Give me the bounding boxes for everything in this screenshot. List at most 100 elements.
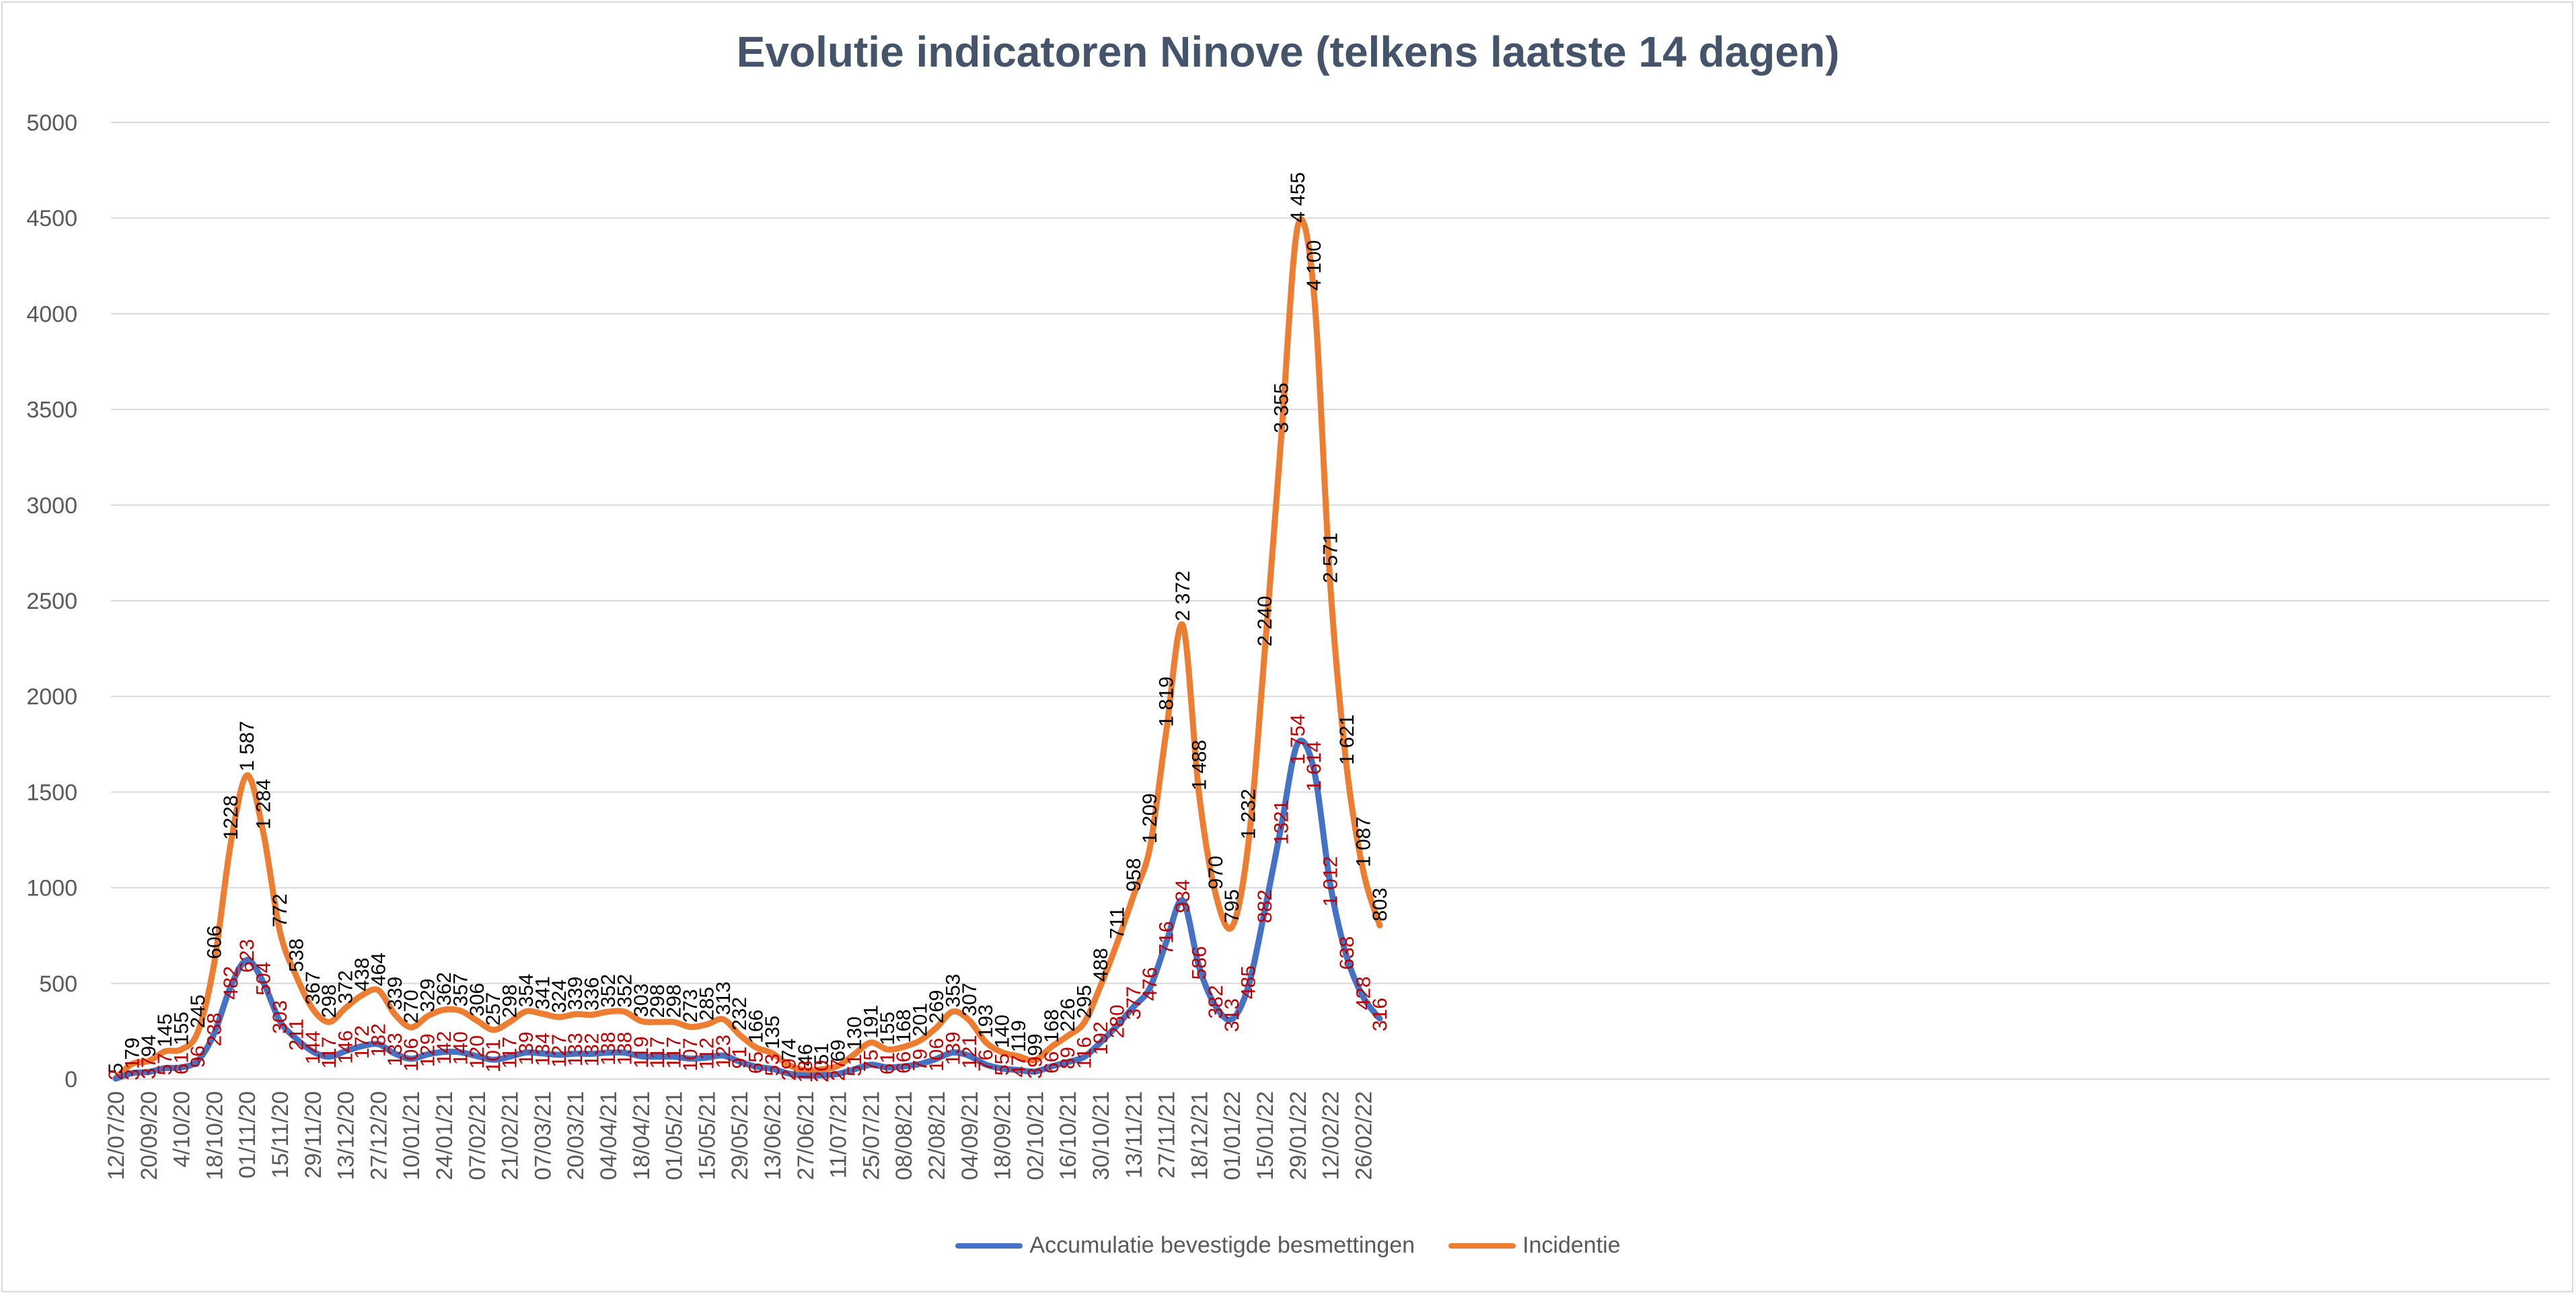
data-label-incidentie: 140 [992,1014,1014,1048]
data-label-incidentie: 1 488 [1188,740,1210,790]
data-label-incidentie: 1 209 [1139,793,1161,844]
data-label-incidentie: 4 455 [1287,172,1309,223]
data-label-incidentie: 1 621 [1336,714,1358,765]
data-label-incidentie: 438 [351,957,373,991]
data-label-accumulatie: 303 [269,1000,291,1034]
x-tick-label: 13/11/21 [1121,1091,1147,1179]
data-label-incidentie: 2 571 [1320,533,1342,583]
y-tick-label: 1500 [26,780,77,805]
data-label-incidentie: 295 [1074,985,1096,1019]
data-label-accumulatie: 18 [795,1060,817,1082]
x-tick-label: 18/04/21 [629,1091,655,1180]
data-label-accumulatie: 485 [1238,965,1260,999]
data-label-incidentie: 99 [1024,1033,1046,1056]
x-tick-label: 01/11/20 [235,1091,260,1179]
gridlines [111,122,2550,1080]
data-label-accumulatie: 120 [466,1035,488,1069]
legend-item-accumulatie[interactable]: Accumulatie bevestigde besmettingen [955,1232,1415,1259]
x-tick-label: 12/02/22 [1319,1091,1344,1180]
data-label-accumulatie: 106 [400,1038,422,1072]
data-label-accumulatie: 107 [679,1038,702,1072]
x-tick-label: 13/12/20 [334,1091,359,1180]
data-label-incidentie: 119 [1008,1020,1030,1052]
data-label-accumulatie: 382 [1205,985,1227,1019]
data-label-incidentie: 1 232 [1238,789,1260,840]
data-label-accumulatie: 142 [433,1031,455,1065]
data-label-accumulatie: 2 [105,1069,127,1080]
data-label-incidentie: 795 [1221,889,1243,923]
data-label-incidentie: 270 [400,990,422,1023]
data-label-incidentie: 1 819 [1156,677,1178,727]
data-label-accumulatie: 144 [302,1031,324,1064]
x-tick-label: 11/07/21 [826,1091,852,1179]
data-label-incidentie: 168 [893,1009,915,1043]
data-label-accumulatie: 96 [187,1045,209,1068]
data-label-accumulatie: 121 [959,1035,981,1069]
data-label-accumulatie: 20 [811,1060,833,1082]
data-label-accumulatie: 117 [663,1037,686,1069]
data-label-incidentie: 69 [827,1039,850,1062]
data-label-incidentie: 970 [1205,856,1227,889]
data-label-incidentie: 226 [1057,998,1079,1032]
data-label-accumulatie: 139 [942,1031,964,1065]
data-label-accumulatie: 1 754 [1287,714,1309,765]
data-label-accumulatie: 29 [778,1058,800,1080]
data-label-accumulatie: 79 [910,1049,932,1071]
legend-item-incidentie[interactable]: Incidentie [1448,1232,1621,1259]
x-tick-label: 4/10/20 [170,1091,195,1167]
data-label-incidentie: 313 [712,982,735,1015]
data-label-accumulatie: 117 [318,1037,340,1069]
data-label-incidentie: 958 [1123,858,1145,891]
x-tick-label: 15/05/21 [694,1091,720,1180]
x-tick-label: 24/01/21 [432,1091,457,1180]
data-label-accumulatie: 61 [171,1052,193,1074]
legend-swatch-incidentie [1448,1243,1516,1249]
y-tick-label: 5000 [26,110,77,136]
data-label-incidentie: 341 [531,976,554,1010]
x-tick-label: 18/12/21 [1187,1091,1212,1180]
data-label-incidentie: 166 [745,1010,768,1043]
data-label-incidentie: 257 [482,992,505,1026]
data-label-incidentie: 269 [926,990,948,1023]
x-tick-label: 21/02/21 [498,1091,523,1180]
data-label-incidentie: 1228 [220,795,242,840]
data-label-accumulatie: 138 [597,1032,620,1066]
x-tick-label: 30/10/21 [1089,1091,1114,1180]
data-label-accumulatie: 89 [1057,1047,1079,1069]
x-tick-label: 27/11/21 [1154,1091,1180,1179]
data-label-accumulatie: 123 [712,1035,735,1068]
data-label-incidentie: 298 [318,984,340,1018]
data-label-accumulatie: 482 [220,966,242,1000]
x-tick-label: 27/12/20 [366,1091,392,1180]
data-label-incidentie: 324 [548,979,571,1013]
data-label-incidentie: 155 [877,1012,899,1045]
data-label-accumulatie: 47 [1008,1055,1030,1077]
x-tick-label: 18/10/20 [202,1091,227,1180]
data-label-incidentie: 307 [959,983,981,1016]
data-label-accumulatie: 55 [992,1053,1014,1076]
data-label-accumulatie: 934 [1172,879,1194,913]
data-label-accumulatie: 31 [121,1058,143,1080]
data-label-incidentie: 488 [1090,948,1112,982]
data-label-accumulatie: 716 [1156,921,1178,955]
data-label-incidentie: 339 [564,977,587,1010]
data-label-accumulatie: 377 [1123,986,1145,1020]
x-tick-label: 07/02/21 [465,1091,490,1180]
legend-swatch-accumulatie [955,1243,1023,1249]
x-tick-label: 12/07/20 [104,1091,129,1180]
data-label-incidentie: 1 087 [1352,817,1374,867]
data-label-incidentie: 79 [121,1037,143,1060]
y-axis-ticks: 0 500 1000 1500 2000 2500 3000 3500 4000 4500 5000 [26,110,77,1093]
data-label-incidentie: 803 [1369,888,1391,922]
data-label-accumulatie: 882 [1254,889,1276,923]
data-label-accumulatie: 211 [285,1019,307,1051]
data-label-accumulatie: 51 [844,1054,866,1076]
data-label-incidentie: 74 [778,1039,800,1061]
y-tick-label: 0 [65,1067,77,1093]
data-label-incidentie: 339 [384,977,406,1010]
data-label-accumulatie: 428 [1352,976,1374,1010]
data-label-incidentie: 298 [663,984,686,1018]
